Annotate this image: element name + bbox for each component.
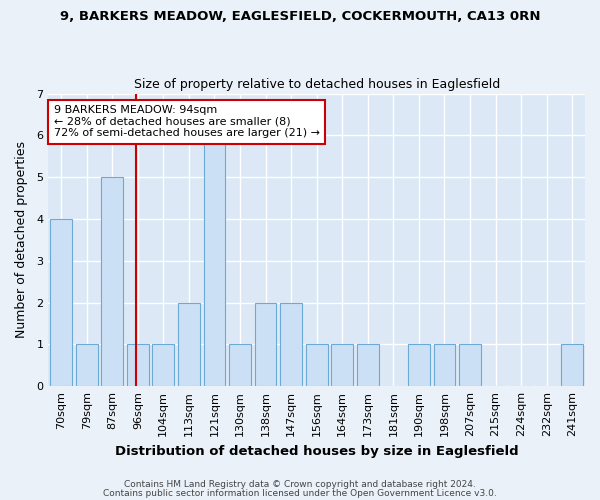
Bar [76,344,98,386]
Bar [408,344,430,386]
Bar [152,344,174,386]
Bar [254,302,277,386]
Bar [306,344,328,386]
Bar [203,136,225,386]
Y-axis label: Number of detached properties: Number of detached properties [15,142,28,338]
Text: 9, BARKERS MEADOW, EAGLESFIELD, COCKERMOUTH, CA13 0RN: 9, BARKERS MEADOW, EAGLESFIELD, COCKERMO… [60,10,540,23]
Text: Contains public sector information licensed under the Open Government Licence v3: Contains public sector information licen… [103,488,497,498]
Bar [127,344,149,386]
Bar [280,302,302,386]
Text: 9 BARKERS MEADOW: 94sqm
← 28% of detached houses are smaller (8)
72% of semi-det: 9 BARKERS MEADOW: 94sqm ← 28% of detache… [53,106,320,138]
Bar [229,344,251,386]
Title: Size of property relative to detached houses in Eaglesfield: Size of property relative to detached ho… [134,78,500,91]
Bar [50,219,72,386]
Bar [562,344,583,386]
Bar [178,302,200,386]
Bar [101,177,123,386]
Bar [331,344,353,386]
Text: Contains HM Land Registry data © Crown copyright and database right 2024.: Contains HM Land Registry data © Crown c… [124,480,476,489]
Bar [357,344,379,386]
X-axis label: Distribution of detached houses by size in Eaglesfield: Distribution of detached houses by size … [115,444,518,458]
Bar [459,344,481,386]
Bar [434,344,455,386]
